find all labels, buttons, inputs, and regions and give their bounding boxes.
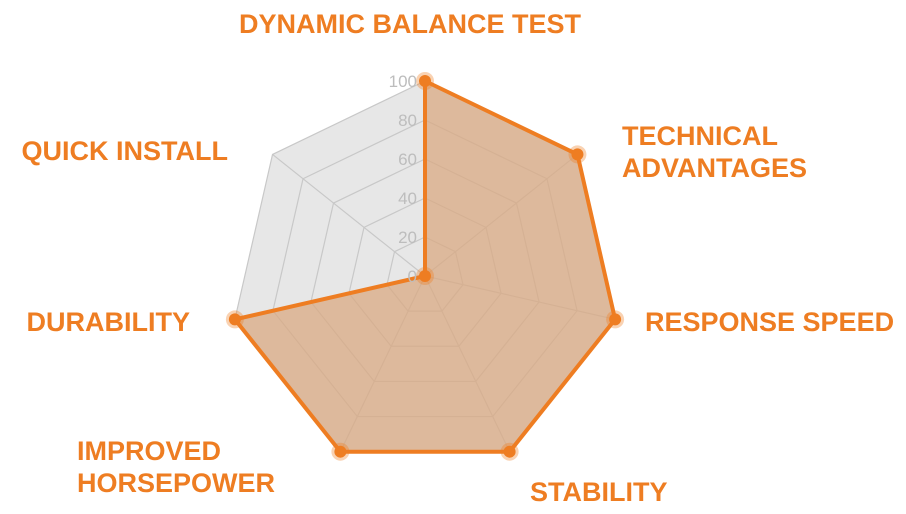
axis-label: IMPROVED HORSEPOWER <box>77 436 275 498</box>
axis-label: TECHNICAL ADVANTAGES <box>622 121 807 183</box>
axis-label-line: ADVANTAGES <box>622 153 807 183</box>
axis-label-line: DURABILITY <box>27 307 191 337</box>
axis-label: QUICK INSTALL <box>22 136 228 166</box>
tick-label: 40 <box>398 189 417 208</box>
radar-series <box>225 72 625 461</box>
data-point <box>228 313 241 326</box>
axis-labels: DYNAMIC BALANCE TEST TECHNICAL ADVANTAGES R… <box>22 9 895 507</box>
axis-label-line: HORSEPOWER <box>77 468 275 498</box>
series-area <box>231 77 618 454</box>
tick-label: 20 <box>398 228 417 247</box>
tick-label: 80 <box>398 111 417 130</box>
axis-label: DYNAMIC BALANCE TEST <box>239 9 582 39</box>
data-point <box>609 313 622 326</box>
axis-label-line: DYNAMIC BALANCE TEST <box>239 9 582 39</box>
axis-label-line: RESPONSE SPEED <box>645 307 894 337</box>
tick-label: 100 <box>389 72 417 91</box>
data-point <box>419 75 431 87</box>
axis-label: STABILITY <box>530 477 668 507</box>
axis-label-line: STABILITY <box>530 477 668 507</box>
radial-tick-labels: 0 20 40 60 80 100 <box>389 72 417 286</box>
axis-label-line: IMPROVED <box>77 436 221 466</box>
data-point <box>503 445 516 458</box>
data-point <box>334 445 347 458</box>
data-point <box>419 270 431 282</box>
tick-label: 0 <box>408 267 417 286</box>
axis-label: RESPONSE SPEED <box>645 307 894 337</box>
axis-label: DURABILITY <box>27 307 191 337</box>
data-point <box>571 148 584 161</box>
tick-label: 60 <box>398 150 417 169</box>
axis-label-line: TECHNICAL <box>622 121 778 151</box>
axis-label-line: QUICK INSTALL <box>22 136 228 166</box>
grid-spoke <box>272 153 426 277</box>
